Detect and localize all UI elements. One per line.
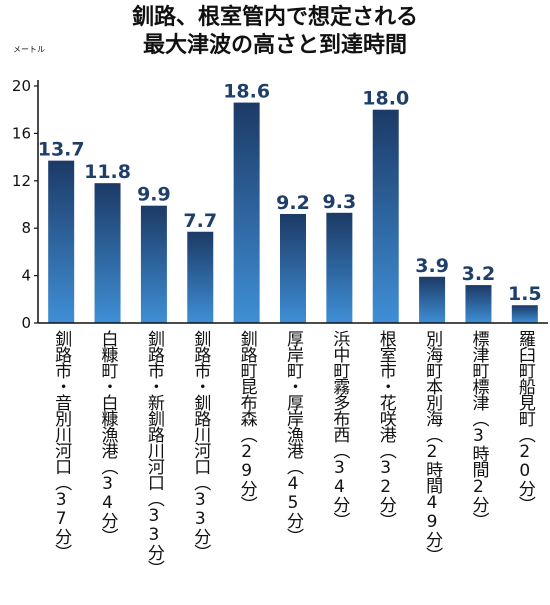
- category-label: 別海町本別海（2時間49分）: [422, 330, 443, 563]
- bar-value-label: 3.9: [415, 255, 449, 277]
- chart-title-line-2: 最大津波の高さと到達時間: [143, 32, 407, 58]
- chart-title-line-1: 釧路、根室管内で想定される: [132, 4, 418, 30]
- category-label: 羅臼町船見町（20分）: [515, 330, 536, 512]
- category-label: 白糠町・白糠漁港（34分）: [98, 330, 119, 544]
- bar: [372, 109, 399, 323]
- bar: [48, 160, 75, 323]
- bar: [140, 205, 167, 323]
- category-label: 浜中町霧多布西（34分）: [329, 330, 350, 528]
- bar: [511, 305, 538, 323]
- bar-value-label: 11.8: [84, 161, 131, 183]
- bar-value-label: 7.7: [183, 210, 217, 232]
- bar-value-label: 9.2: [276, 192, 310, 214]
- category-label: 釧路市・新釧路川河口（33分）: [144, 330, 165, 576]
- bar-value-label: 1.5: [508, 283, 542, 305]
- bar-value-label: 9.9: [137, 184, 171, 206]
- y-axis-ticks: 0 4 8 12 16 20: [12, 77, 38, 332]
- category-label: 釧路町昆布森（29分）: [237, 330, 257, 512]
- category-label: 厚岸町・厚岸漁港（45分）: [283, 330, 304, 544]
- y-tick-label: 12: [12, 172, 31, 190]
- y-tick-label: 8: [21, 219, 31, 237]
- bar: [94, 183, 121, 323]
- bars: 13.7 釧路市・音別川河口（37分） 11.8 白糠町・白糠漁港（34分） 9.9 釧路…: [38, 81, 542, 576]
- bar-value-label: 13.7: [38, 139, 85, 161]
- bar: [187, 231, 214, 323]
- category-label: 根室市・花咲港（32分）: [376, 330, 397, 528]
- y-axis-unit-label: メートル: [13, 45, 45, 54]
- y-tick-label: 4: [21, 267, 31, 285]
- y-tick-label: 0: [21, 314, 31, 332]
- y-tick-label: 20: [12, 77, 31, 95]
- bar: [465, 285, 492, 323]
- bar-value-label: 18.0: [362, 88, 409, 110]
- bar-value-label: 9.3: [323, 191, 357, 213]
- bar: [419, 276, 446, 323]
- category-label: 釧路市・釧路川河口（33分）: [190, 330, 211, 560]
- bar: [233, 102, 260, 323]
- bar: [280, 213, 306, 323]
- bar-value-label: 18.6: [223, 81, 270, 103]
- bar-value-label: 3.2: [462, 263, 496, 285]
- category-label: 標津町標津（3時間2分）: [468, 330, 489, 528]
- bar: [326, 212, 353, 323]
- y-tick-label: 16: [12, 124, 31, 142]
- category-label: 釧路市・音別川河口（37分）: [51, 330, 72, 560]
